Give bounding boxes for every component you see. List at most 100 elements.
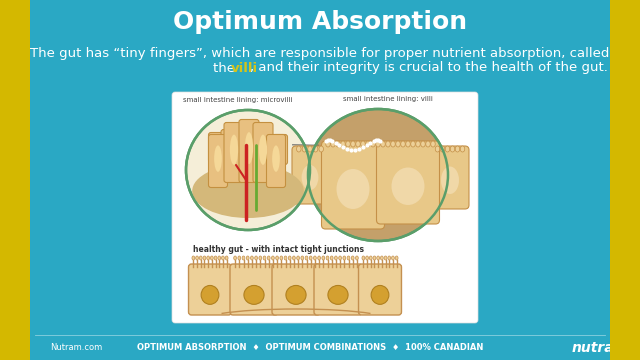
Ellipse shape bbox=[328, 285, 348, 304]
Ellipse shape bbox=[351, 256, 354, 260]
Ellipse shape bbox=[221, 256, 225, 260]
Bar bbox=[0, 0, 30, 360]
Ellipse shape bbox=[331, 141, 335, 147]
Ellipse shape bbox=[330, 256, 333, 260]
Text: the: the bbox=[213, 62, 239, 75]
Ellipse shape bbox=[250, 256, 253, 260]
Ellipse shape bbox=[401, 141, 405, 147]
Ellipse shape bbox=[214, 145, 222, 172]
Ellipse shape bbox=[201, 285, 219, 304]
Ellipse shape bbox=[435, 146, 440, 152]
Ellipse shape bbox=[259, 256, 262, 260]
Ellipse shape bbox=[245, 132, 253, 164]
Ellipse shape bbox=[192, 164, 304, 218]
Ellipse shape bbox=[426, 141, 430, 147]
Ellipse shape bbox=[336, 141, 340, 147]
FancyBboxPatch shape bbox=[272, 264, 320, 315]
Ellipse shape bbox=[337, 169, 369, 209]
Ellipse shape bbox=[292, 256, 295, 260]
Ellipse shape bbox=[317, 256, 321, 260]
Ellipse shape bbox=[335, 256, 337, 260]
Ellipse shape bbox=[288, 256, 291, 260]
Ellipse shape bbox=[346, 141, 350, 147]
Ellipse shape bbox=[369, 256, 372, 260]
FancyBboxPatch shape bbox=[314, 264, 362, 315]
Ellipse shape bbox=[230, 135, 238, 165]
Ellipse shape bbox=[392, 256, 394, 260]
Ellipse shape bbox=[309, 256, 312, 260]
Ellipse shape bbox=[420, 141, 425, 147]
FancyBboxPatch shape bbox=[253, 122, 273, 183]
Ellipse shape bbox=[203, 256, 206, 260]
Ellipse shape bbox=[431, 141, 435, 147]
Ellipse shape bbox=[301, 256, 304, 260]
Text: nutram: nutram bbox=[572, 341, 628, 355]
Ellipse shape bbox=[361, 141, 365, 147]
Ellipse shape bbox=[276, 256, 278, 260]
FancyBboxPatch shape bbox=[292, 146, 328, 204]
FancyBboxPatch shape bbox=[209, 135, 227, 188]
FancyBboxPatch shape bbox=[230, 264, 278, 315]
Ellipse shape bbox=[319, 146, 323, 152]
Ellipse shape bbox=[234, 256, 237, 260]
Text: healthy gut - with intact tight junctions: healthy gut - with intact tight junction… bbox=[193, 246, 364, 255]
Ellipse shape bbox=[213, 139, 219, 153]
Ellipse shape bbox=[326, 256, 329, 260]
Ellipse shape bbox=[339, 256, 342, 260]
Ellipse shape bbox=[386, 141, 390, 147]
Ellipse shape bbox=[225, 256, 228, 260]
Ellipse shape bbox=[445, 146, 450, 152]
Ellipse shape bbox=[244, 285, 264, 304]
Ellipse shape bbox=[218, 256, 221, 260]
Ellipse shape bbox=[192, 256, 195, 260]
Ellipse shape bbox=[214, 256, 217, 260]
Ellipse shape bbox=[411, 141, 415, 147]
FancyBboxPatch shape bbox=[224, 122, 244, 183]
Ellipse shape bbox=[302, 146, 307, 152]
Ellipse shape bbox=[263, 256, 266, 260]
Ellipse shape bbox=[242, 256, 245, 260]
Text: small intestine lining: microvilli: small intestine lining: microvilli bbox=[183, 97, 292, 103]
Ellipse shape bbox=[388, 256, 390, 260]
Text: The gut has “tiny fingers”, which are responsible for proper nutrient absorption: The gut has “tiny fingers”, which are re… bbox=[30, 46, 610, 59]
Ellipse shape bbox=[356, 141, 360, 147]
FancyBboxPatch shape bbox=[209, 132, 223, 162]
Ellipse shape bbox=[355, 256, 358, 260]
Ellipse shape bbox=[200, 256, 202, 260]
Text: villi: villi bbox=[231, 62, 258, 75]
Ellipse shape bbox=[326, 141, 330, 147]
Ellipse shape bbox=[314, 146, 318, 152]
Ellipse shape bbox=[340, 141, 345, 147]
Ellipse shape bbox=[268, 256, 270, 260]
Ellipse shape bbox=[308, 109, 448, 241]
Bar bbox=[610, 0, 640, 360]
Ellipse shape bbox=[211, 256, 213, 260]
Ellipse shape bbox=[406, 141, 410, 147]
Text: Nutram.com: Nutram.com bbox=[50, 343, 102, 352]
Ellipse shape bbox=[365, 256, 369, 260]
Ellipse shape bbox=[246, 256, 249, 260]
Ellipse shape bbox=[371, 285, 389, 304]
Ellipse shape bbox=[396, 256, 398, 260]
Ellipse shape bbox=[297, 256, 300, 260]
Ellipse shape bbox=[286, 285, 306, 304]
FancyBboxPatch shape bbox=[358, 264, 401, 315]
FancyBboxPatch shape bbox=[221, 130, 235, 154]
Ellipse shape bbox=[381, 141, 385, 147]
Text: OPTIMUM ABSORPTION  ♦  OPTIMUM COMBINATIONS  ♦  100% CANADIAN: OPTIMUM ABSORPTION ♦ OPTIMUM COMBINATION… bbox=[137, 343, 483, 352]
FancyBboxPatch shape bbox=[376, 141, 440, 224]
Ellipse shape bbox=[207, 256, 209, 260]
Ellipse shape bbox=[343, 256, 346, 260]
FancyBboxPatch shape bbox=[189, 264, 232, 315]
Ellipse shape bbox=[373, 256, 376, 260]
Ellipse shape bbox=[351, 141, 355, 147]
Ellipse shape bbox=[376, 141, 380, 147]
Ellipse shape bbox=[451, 146, 455, 152]
Ellipse shape bbox=[255, 256, 257, 260]
FancyBboxPatch shape bbox=[321, 141, 385, 229]
FancyBboxPatch shape bbox=[172, 92, 478, 323]
Ellipse shape bbox=[365, 141, 371, 147]
Text: small intestine lining: villi: small intestine lining: villi bbox=[343, 96, 433, 102]
Ellipse shape bbox=[225, 135, 230, 147]
Ellipse shape bbox=[272, 145, 280, 172]
